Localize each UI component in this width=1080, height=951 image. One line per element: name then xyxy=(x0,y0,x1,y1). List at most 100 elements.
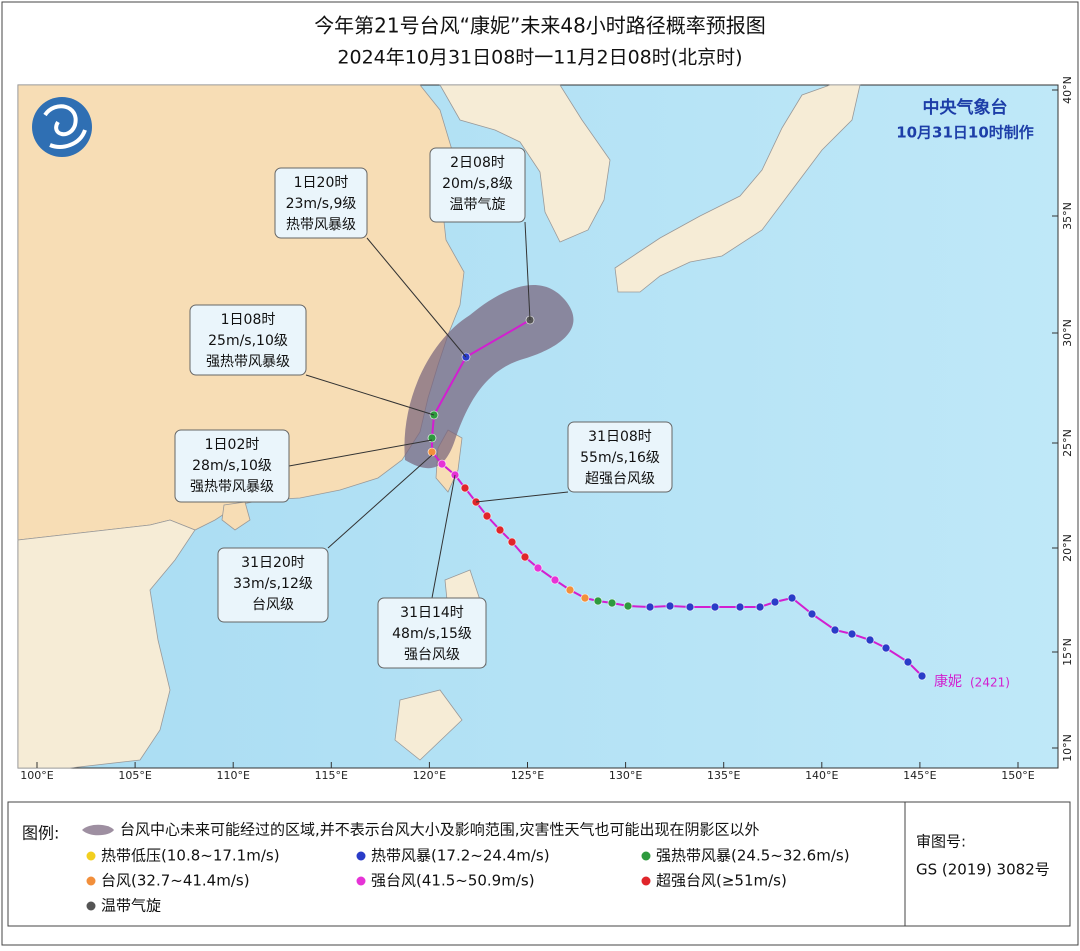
callout-text: 48m/s,15级 xyxy=(392,626,472,642)
callout-text: 1日20时 xyxy=(294,175,349,191)
approval-heading: 审图号: xyxy=(916,833,966,851)
lon-label: 110°E xyxy=(216,769,249,782)
track-point xyxy=(735,602,745,612)
lon-label: 120°E xyxy=(413,769,446,782)
legend-box xyxy=(7,801,906,927)
callout-box xyxy=(429,147,526,223)
track-point xyxy=(482,511,492,521)
lat-label: 35°N xyxy=(1061,202,1074,230)
track-point xyxy=(903,657,913,667)
legend-cone: 台风中心未来可能经过的区域,并不表示台风大小及影响范围,灾害性天气也可能出现在阴… xyxy=(120,821,760,839)
callout-text: 强台风级 xyxy=(404,647,460,663)
callout-pointer xyxy=(366,237,467,358)
lon-label: 130°E xyxy=(609,769,642,782)
callout-pointer xyxy=(327,454,433,549)
callout-text: 31日08时 xyxy=(588,429,652,445)
legend-dot xyxy=(86,851,96,861)
lat-label: 40°N xyxy=(1061,76,1074,104)
callout-pointer xyxy=(288,439,433,467)
callout-text: 31日14时 xyxy=(400,605,464,621)
lon-label: 140°E xyxy=(805,769,838,782)
track-point xyxy=(685,602,695,612)
legend-dot xyxy=(356,851,366,861)
callout-text: 31日20时 xyxy=(241,555,305,571)
lon-label: 135°E xyxy=(707,769,740,782)
track-point xyxy=(755,602,765,612)
track-point xyxy=(580,593,590,603)
callout-text: 28m/s,10级 xyxy=(192,458,272,474)
callout-text: 1日08时 xyxy=(221,312,276,328)
callout-text: 热带风暴级 xyxy=(286,217,356,233)
agency: 中央气象台 xyxy=(923,97,1008,118)
subtitle: 2024年10月31日08时一11月2日08时(北京时) xyxy=(337,47,742,69)
logo-swirl xyxy=(43,104,87,149)
track-point xyxy=(830,625,840,635)
callout-text: 台风级 xyxy=(252,597,294,613)
storm-id: (2421) xyxy=(970,676,1010,690)
legend-label: 热带低压(10.8~17.1m/s) xyxy=(101,847,280,865)
lat-label: 20°N xyxy=(1061,534,1074,562)
lat-label: 15°N xyxy=(1061,638,1074,666)
legend-label: 热带风暴(17.2~24.4m/s) xyxy=(371,847,550,865)
callout-pointer xyxy=(305,374,435,416)
track-point xyxy=(437,459,447,469)
land-indochina xyxy=(17,519,196,769)
track-point xyxy=(593,596,603,606)
legend: 图例: 台风中心未来可能经过的区域,并不表示台风大小及影响范围,灾害性天气也可能… xyxy=(7,801,1071,927)
track-point xyxy=(710,602,720,612)
callout-text: 23m/s,9级 xyxy=(286,196,357,212)
callout-text: 超强台风级 xyxy=(585,471,655,487)
track-point xyxy=(865,635,875,645)
approval-box xyxy=(904,801,1071,927)
track-point xyxy=(807,609,817,619)
lon-label: 100°E xyxy=(20,769,53,782)
callout-box xyxy=(274,167,368,239)
lat-label: 25°N xyxy=(1061,429,1074,457)
track-point xyxy=(847,629,857,639)
track-point xyxy=(787,593,797,603)
legend-dot xyxy=(86,901,96,911)
cone-swatch xyxy=(82,824,114,836)
lon-label: 150°E xyxy=(1001,769,1034,782)
approval-number: GS (2019) 3082号 xyxy=(916,861,1050,879)
legend-dot xyxy=(356,876,366,886)
map: 中央气象台 10月31日10时制作 康妮 (2421) xyxy=(17,84,1059,769)
land-japan xyxy=(614,84,861,293)
callout-text: 33m/s,12级 xyxy=(233,576,313,592)
track-point xyxy=(770,597,780,607)
callout-box xyxy=(567,421,673,493)
track-point xyxy=(665,601,675,611)
legend-dot xyxy=(641,876,651,886)
track-point xyxy=(623,601,633,611)
callout-box xyxy=(377,597,487,669)
issued-time: 10月31日10时制作 xyxy=(896,124,1034,142)
legend-label: 温带气旋 xyxy=(101,897,161,915)
lon-label: 125°E xyxy=(511,769,544,782)
probability-cone xyxy=(404,284,574,469)
callout-text: 强热带风暴级 xyxy=(190,479,274,495)
track-point xyxy=(645,602,655,612)
lon-label: 105°E xyxy=(118,769,151,782)
lat-label: 10°N xyxy=(1061,734,1074,762)
callout-text: 2日08时 xyxy=(450,155,505,171)
track-point xyxy=(507,537,517,547)
legend-label: 强台风(41.5~50.9m/s) xyxy=(371,872,535,890)
callout-pointer xyxy=(431,474,456,599)
storm-name: 康妮 xyxy=(934,673,962,690)
track-point xyxy=(881,643,891,653)
callout-text: 强热带风暴级 xyxy=(206,354,290,370)
track-point xyxy=(565,585,575,595)
legend-label: 超强台风(≥51m/s) xyxy=(656,872,787,890)
track-point xyxy=(495,525,505,535)
track-point xyxy=(607,598,617,608)
track-point xyxy=(427,447,437,457)
land-korea xyxy=(439,84,611,243)
callout-pointer xyxy=(475,491,569,503)
callout-text: 55m/s,16级 xyxy=(580,450,660,466)
callout-box xyxy=(189,304,307,376)
callout-text: 20m/s,8级 xyxy=(442,176,513,192)
lat-label: 30°N xyxy=(1061,319,1074,347)
track-point xyxy=(917,671,927,681)
track-point xyxy=(520,552,530,562)
